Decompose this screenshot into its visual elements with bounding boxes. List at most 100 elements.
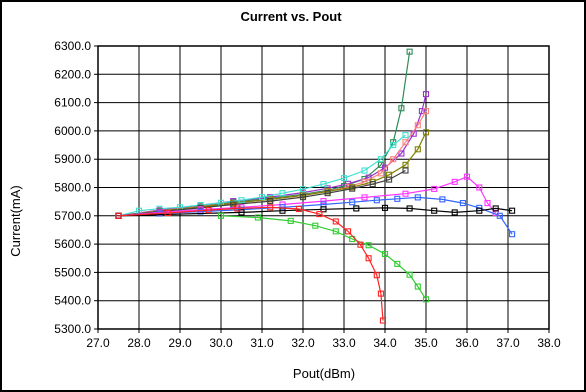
- data-point-marker: [406, 205, 413, 212]
- data-point-marker: [332, 228, 339, 235]
- data-point-marker: [320, 206, 327, 213]
- data-point-marker: [287, 217, 294, 224]
- y-tick-label: 6300.0: [54, 39, 91, 53]
- data-point-marker: [414, 194, 421, 201]
- data-point-marker: [316, 211, 323, 218]
- data-point-marker: [115, 212, 122, 219]
- x-tick-label: 38.0: [537, 336, 561, 350]
- data-point-marker: [373, 197, 380, 204]
- y-tick-label: 5900.0: [54, 152, 91, 166]
- data-point-marker: [431, 185, 438, 192]
- data-point-marker: [496, 212, 503, 219]
- data-point-marker: [492, 205, 499, 212]
- y-tick-label: 5400.0: [54, 294, 91, 308]
- series-11: [115, 204, 387, 324]
- data-point-marker: [414, 146, 421, 153]
- data-point-marker: [509, 207, 516, 214]
- x-tick-label: 32.0: [291, 336, 315, 350]
- series-line: [220, 215, 427, 300]
- series-9: [115, 204, 516, 219]
- y-axis-label: Current(mA): [8, 185, 23, 257]
- data-point-marker: [267, 198, 274, 205]
- x-tick-label: 33.0: [332, 336, 356, 350]
- data-point-marker: [402, 167, 409, 174]
- data-point-marker: [365, 242, 372, 249]
- data-point-marker: [439, 196, 446, 203]
- series-line: [118, 134, 406, 217]
- data-point-marker: [369, 181, 376, 188]
- y-tick-label: 5700.0: [54, 209, 91, 223]
- data-point-marker: [279, 190, 286, 197]
- data-point-marker: [320, 181, 327, 188]
- data-point-marker: [406, 48, 413, 55]
- data-point-marker: [205, 207, 212, 214]
- data-point-marker: [414, 122, 421, 129]
- data-point-marker: [422, 108, 430, 115]
- series-line: [118, 51, 411, 217]
- y-tick-label: 6200.0: [54, 67, 91, 81]
- data-point-marker: [402, 139, 409, 146]
- data-point-marker: [299, 194, 307, 201]
- data-point-marker: [463, 173, 471, 180]
- data-point-marker: [379, 317, 387, 324]
- data-point-marker: [361, 167, 368, 174]
- data-point-marker: [254, 214, 261, 221]
- data-point-marker: [365, 255, 372, 262]
- data-point-marker: [361, 194, 368, 201]
- data-point-marker: [484, 200, 491, 207]
- data-point-marker: [164, 209, 171, 217]
- data-point-marker: [394, 195, 401, 202]
- data-point-marker: [431, 207, 438, 214]
- data-point-marker: [459, 200, 466, 207]
- data-point-marker: [320, 198, 327, 205]
- x-tick-label: 36.0: [455, 336, 479, 350]
- chart-title: Current vs. Pout: [240, 9, 342, 24]
- data-point-marker: [390, 142, 397, 149]
- x-tick-label: 28.0: [127, 336, 151, 350]
- data-point-marker: [422, 129, 430, 136]
- data-point-marker: [394, 260, 401, 267]
- y-tick-label: 6100.0: [54, 96, 91, 110]
- data-point-marker: [238, 197, 245, 204]
- y-tick-label: 5500.0: [54, 265, 91, 279]
- data-point-marker: [509, 231, 516, 238]
- data-point-marker: [238, 209, 245, 216]
- data-point-marker: [267, 204, 274, 211]
- data-point-marker: [398, 150, 405, 157]
- data-point-marker: [234, 205, 241, 212]
- x-tick-label: 31.0: [250, 336, 274, 350]
- series-group: [115, 48, 516, 324]
- data-point-marker: [332, 218, 339, 225]
- data-point-marker: [414, 283, 421, 290]
- data-point-marker: [299, 186, 307, 193]
- data-point-marker: [349, 199, 356, 206]
- data-point-marker: [312, 222, 319, 229]
- data-point-marker: [381, 164, 389, 171]
- x-tick-label: 35.0: [414, 336, 438, 350]
- data-point-marker: [377, 170, 384, 177]
- x-tick-label: 27.0: [86, 336, 110, 350]
- y-tick-label: 5800.0: [54, 181, 91, 195]
- series-line: [118, 206, 384, 321]
- data-point-marker: [357, 241, 364, 248]
- x-axis-label: Pout(dBm): [293, 366, 355, 381]
- data-point-marker: [402, 190, 409, 197]
- data-point-marker: [398, 105, 405, 112]
- data-point-marker: [258, 194, 266, 201]
- data-point-marker: [230, 201, 237, 208]
- data-point-marker: [381, 250, 389, 258]
- y-tick-label: 5600.0: [54, 237, 91, 251]
- data-point-marker: [406, 271, 413, 278]
- data-point-marker: [377, 290, 384, 297]
- data-point-marker: [349, 185, 356, 192]
- data-point-marker: [386, 176, 393, 183]
- x-tick-label: 30.0: [209, 336, 233, 350]
- data-point-marker: [353, 205, 360, 212]
- data-point-marker: [390, 156, 397, 163]
- plot-area-border: [97, 45, 550, 330]
- x-tick-label: 34.0: [373, 336, 397, 350]
- y-tick-label: 6000.0: [54, 124, 91, 138]
- data-point-marker: [340, 175, 348, 182]
